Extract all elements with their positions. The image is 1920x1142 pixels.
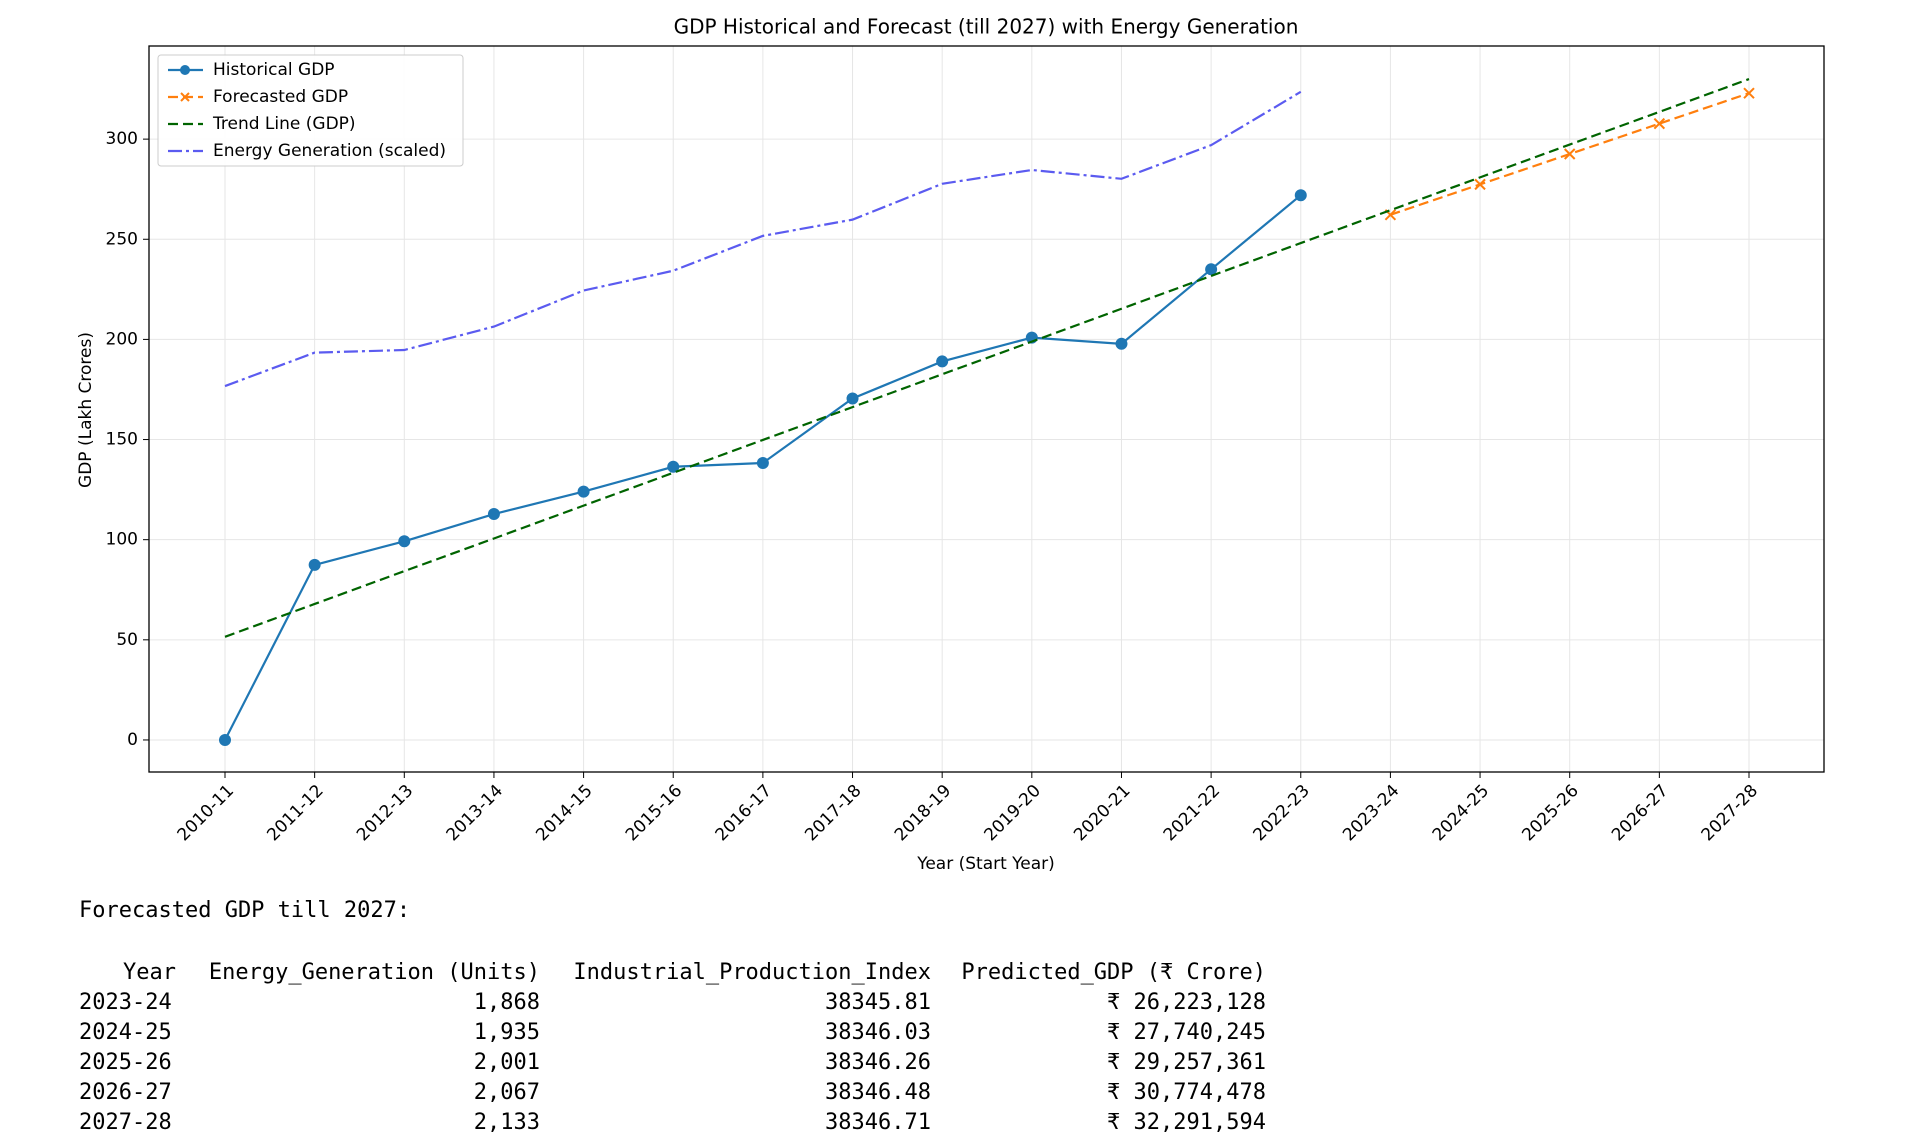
- legend-label: Energy Generation (scaled): [213, 141, 446, 161]
- point: [1115, 337, 1128, 350]
- y-tick-label: 300: [106, 129, 138, 149]
- x-tick-label: 2017-18: [801, 781, 865, 845]
- point: [398, 535, 411, 548]
- series-line: [224, 78, 1750, 638]
- x-tick-label: 2011-12: [263, 781, 327, 845]
- point: [936, 355, 949, 368]
- point: [1294, 189, 1307, 202]
- table-cell: 38346.48: [825, 1080, 931, 1105]
- point: [667, 460, 680, 473]
- x-tick-label: 2025-26: [1518, 781, 1582, 845]
- table-cell: ₹ 26,223,128: [1107, 990, 1266, 1015]
- table-header: Industrial_Production_Index: [573, 960, 931, 985]
- point: [1653, 117, 1666, 130]
- x-tick-label: 2020-21: [1070, 781, 1134, 845]
- x-tick-label: 2013-14: [443, 781, 507, 845]
- table-cell: 38346.03: [825, 1020, 931, 1045]
- point: [1743, 87, 1755, 99]
- x-tick-label: 2026-27: [1608, 781, 1672, 845]
- legend-label: Historical GDP: [213, 60, 335, 80]
- table-cell: 1,935: [474, 1020, 540, 1045]
- x-tick-label: 2016-17: [712, 781, 776, 845]
- table-cell: 38346.71: [825, 1110, 931, 1135]
- x-tick-label: 2019-20: [981, 781, 1045, 845]
- table-cell: 38346.26: [825, 1050, 931, 1075]
- point: [577, 485, 590, 498]
- y-tick-label: 250: [106, 229, 138, 249]
- series-line: [224, 90, 1302, 388]
- table-cell: ₹ 27,740,245: [1107, 1020, 1266, 1045]
- x-tick-label: 2022-23: [1249, 781, 1313, 845]
- table-cell: 2,133: [474, 1110, 540, 1135]
- x-tick-label: 2023-24: [1339, 781, 1403, 845]
- point: [1564, 148, 1576, 160]
- point: [1474, 178, 1486, 191]
- x-tick-label: 2021-22: [1160, 781, 1224, 845]
- legend-label: Forecasted GDP: [213, 87, 348, 107]
- legend-marker: [180, 65, 190, 75]
- y-tick-label: 0: [127, 730, 138, 750]
- table-cell: 2025-26: [79, 1050, 172, 1075]
- legend-marker: [180, 92, 190, 102]
- x-tick-label: 2024-25: [1429, 781, 1493, 845]
- x-tick-label: 2014-15: [532, 781, 596, 845]
- table-header: Year: [123, 960, 176, 985]
- table-cell: 1,868: [474, 990, 540, 1015]
- y-tick-label: 50: [116, 630, 138, 650]
- y-tick-label: 200: [106, 329, 138, 349]
- table-cell: 2027-28: [79, 1110, 172, 1135]
- table-header: Predicted_GDP (₹ Crore): [961, 960, 1266, 985]
- y-axis-label: GDP (Lakh Crores): [76, 332, 96, 488]
- legend-box: [157, 54, 464, 167]
- x-tick-label: 2027-28: [1698, 781, 1762, 845]
- x-axis-label: Year (Start Year): [916, 854, 1055, 874]
- x-tick-label: 2012-13: [353, 781, 417, 845]
- point: [308, 558, 321, 571]
- point: [219, 733, 231, 746]
- plot-frame: [148, 45, 1825, 773]
- table-cell: 2,001: [474, 1050, 540, 1075]
- table-cell: 2026-27: [79, 1080, 172, 1105]
- chart-title: GDP Historical and Forecast (till 2027) …: [674, 15, 1299, 39]
- table-title: Forecasted GDP till 2027:: [79, 898, 410, 923]
- table-cell: 2023-24: [79, 990, 172, 1015]
- x-tick-label: 2018-19: [891, 781, 955, 845]
- table-header: Energy_Generation (Units): [209, 960, 540, 985]
- legend-label: Trend Line (GDP): [212, 114, 356, 134]
- point: [1205, 263, 1218, 276]
- table-cell: ₹ 30,774,478: [1107, 1080, 1266, 1105]
- table-cell: 2,067: [474, 1080, 540, 1105]
- x-tick-label: 2015-16: [622, 781, 686, 845]
- y-tick-label: 150: [106, 430, 138, 450]
- table-cell: ₹ 29,257,361: [1107, 1050, 1266, 1075]
- table-cell: 38345.81: [825, 990, 931, 1015]
- point: [846, 392, 859, 405]
- table-cell: 2024-25: [79, 1020, 172, 1045]
- table-cell: ₹ 32,291,594: [1107, 1110, 1266, 1135]
- point: [487, 508, 500, 521]
- y-tick-label: 100: [106, 530, 138, 550]
- x-tick-label: 2010-11: [174, 781, 238, 845]
- point: [756, 456, 769, 469]
